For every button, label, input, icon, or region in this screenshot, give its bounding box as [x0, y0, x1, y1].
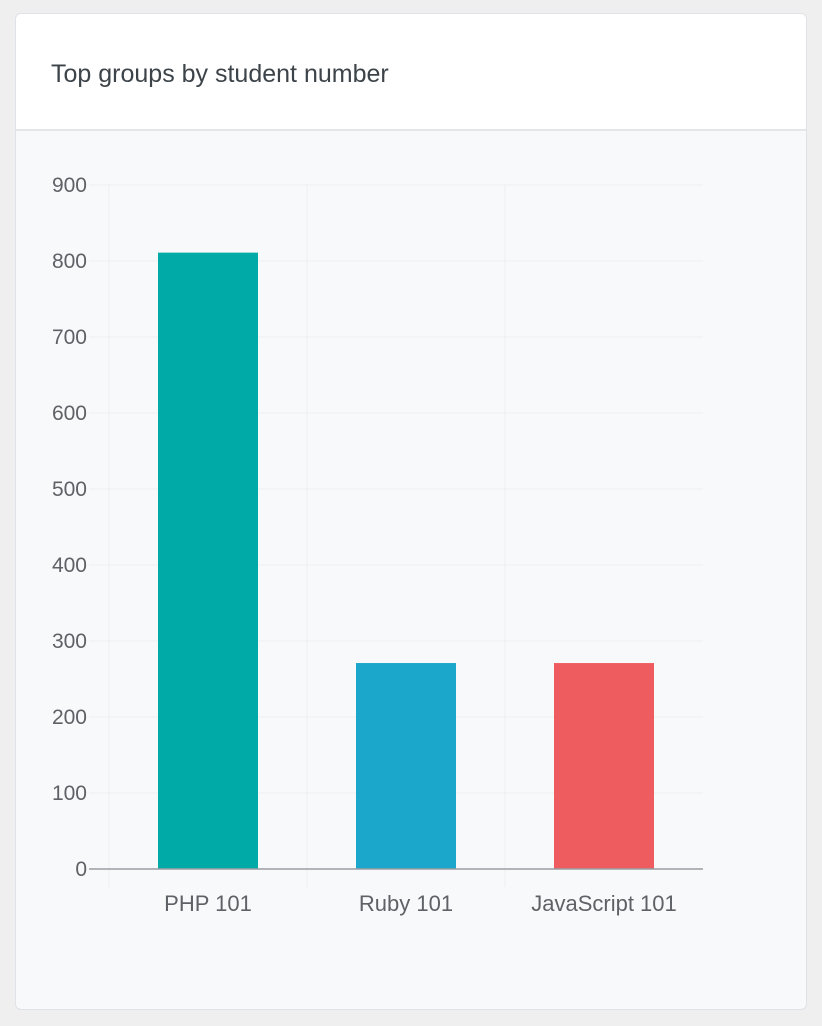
bar-ruby-101	[356, 663, 456, 869]
bar-php-101	[158, 252, 258, 869]
card-header: Top groups by student number	[16, 14, 806, 131]
y-tick-label: 800	[52, 250, 87, 273]
x-tick-label: Ruby 101	[359, 891, 453, 916]
y-tick-label: 900	[52, 174, 87, 197]
y-tick-label: 300	[52, 630, 87, 653]
y-tick-label: 200	[52, 706, 87, 729]
bar-chart: 0 100 200 300 400 500 600 700 800 900 PHP 101 Ruby …	[52, 174, 703, 916]
chart-area: 0 100 200 300 400 500 600 700 800 900 PHP 101 Ruby …	[16, 131, 806, 1009]
y-tick-label: 400	[52, 554, 87, 577]
x-tick-label: JavaScript 101	[531, 891, 677, 916]
y-tick-label: 100	[52, 782, 87, 805]
y-tick-label: 700	[52, 326, 87, 349]
y-tick-label: 600	[52, 402, 87, 425]
bar-javascript-101	[554, 663, 654, 869]
y-tick-label: 0	[75, 858, 87, 881]
card-title: Top groups by student number	[51, 60, 389, 88]
x-tick-label: PHP 101	[164, 891, 252, 916]
y-tick-label: 500	[52, 478, 87, 501]
chart-card: Top groups by student number 0 100 200 300 4…	[15, 13, 807, 1010]
